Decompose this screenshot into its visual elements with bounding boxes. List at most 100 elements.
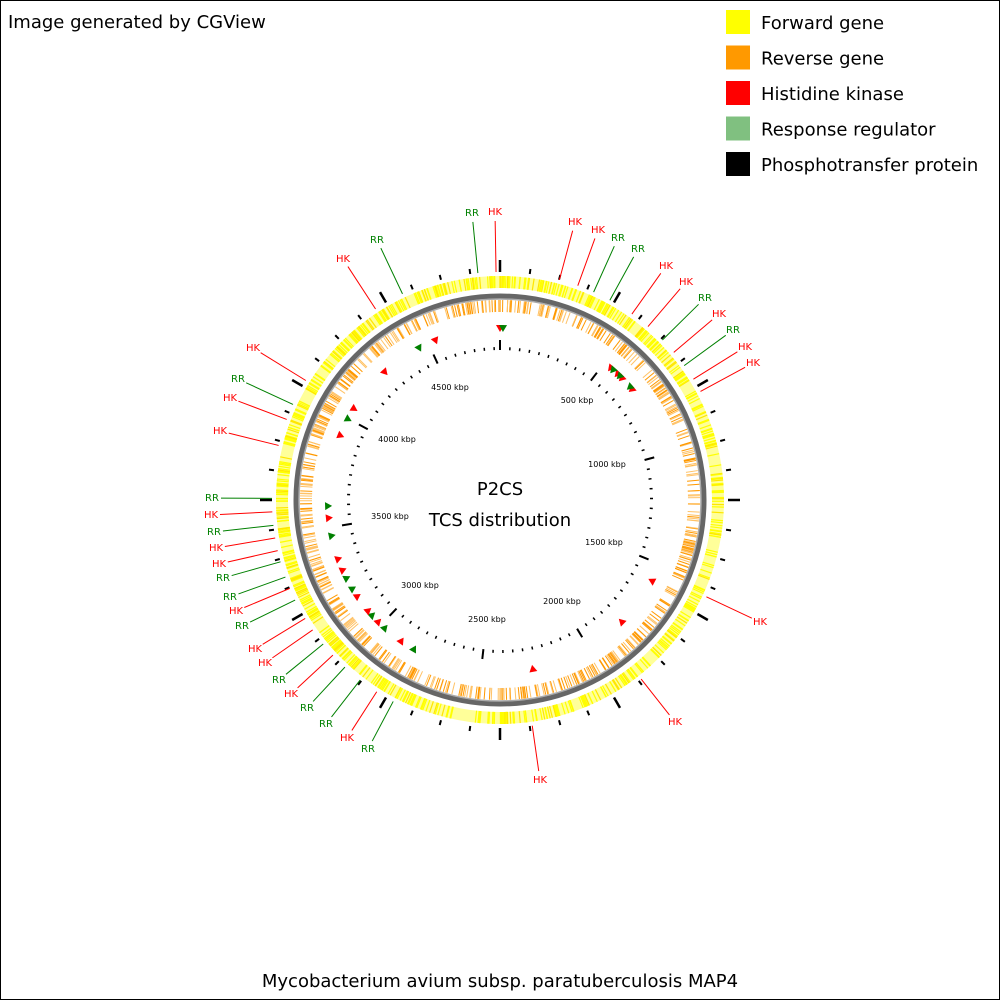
reverse-gene: [636, 362, 646, 372]
forward-gene: [561, 285, 567, 298]
forward-gene: [366, 319, 375, 330]
reverse-gene: [682, 453, 695, 457]
forward-gene: [518, 711, 521, 724]
forward-gene: [276, 482, 289, 485]
feature-label: HK: [204, 510, 219, 521]
forward-gene: [582, 694, 589, 707]
forward-gene: [524, 710, 528, 723]
forward-gene: [704, 442, 717, 448]
reverse-gene: [622, 348, 632, 359]
reverse-gene: [305, 543, 318, 548]
forward-gene: [276, 519, 290, 523]
scale-label: 2500 kbp: [468, 615, 506, 624]
reverse-gene: [684, 462, 697, 466]
outer-tick: [719, 558, 726, 562]
outer-tick: [284, 409, 290, 414]
feature-leader: [249, 599, 296, 623]
feature-label: RR: [631, 244, 645, 255]
reverse-gene: [346, 371, 356, 380]
forward-gene: [638, 330, 648, 341]
reverse-gene: [439, 679, 444, 691]
forward-gene: [618, 314, 627, 326]
tcs-marker: [529, 664, 538, 673]
forward-gene: [596, 300, 604, 313]
forward-gene: [578, 291, 584, 304]
reverse-gene: [639, 625, 650, 635]
reverse-gene: [324, 403, 336, 411]
forward-gene: [365, 320, 374, 331]
reverse-gene: [655, 605, 666, 613]
reverse-gene: [597, 328, 605, 340]
outer-tick: [357, 680, 362, 686]
forward-gene: [591, 690, 598, 703]
reverse-gene: [356, 631, 367, 641]
reverse-gene: [300, 507, 313, 510]
scale-tick: [629, 422, 633, 425]
forward-gene: [657, 350, 668, 360]
tcs-marker: [430, 336, 439, 345]
forward-gene: [636, 328, 646, 339]
forward-gene: [688, 397, 700, 405]
reverse-gene: [634, 631, 644, 641]
forward-gene: [410, 694, 417, 706]
reverse-gene: [678, 558, 691, 563]
reverse-gene: [380, 339, 389, 350]
outer-tick: [710, 586, 716, 591]
feature-label: RR: [300, 703, 314, 714]
forward-gene: [284, 436, 297, 441]
forward-gene: [684, 603, 696, 611]
reverse-gene: [371, 346, 380, 357]
forward-gene: [580, 695, 587, 708]
reverse-gene: [301, 525, 314, 529]
forward-gene: [575, 290, 582, 303]
reverse-gene: [337, 609, 349, 618]
reverse-gene: [391, 657, 399, 669]
forward-gene: [666, 629, 677, 639]
reverse-gene: [665, 406, 678, 413]
legend-label: Response regulator: [761, 120, 936, 141]
reverse-gene: [314, 569, 326, 576]
forward-gene: [666, 361, 677, 371]
forward-gene: [323, 361, 334, 370]
forward-gene: [465, 278, 469, 291]
forward-gene: [378, 311, 387, 322]
forward-gene: [286, 564, 299, 570]
forward-gene: [596, 300, 603, 312]
reverse-gene: [559, 310, 565, 322]
feature-label: HK: [209, 543, 224, 554]
forward-gene: [670, 366, 681, 375]
forward-gene: [558, 284, 563, 297]
reverse-gene: [353, 363, 363, 373]
forward-gene: [674, 372, 685, 381]
forward-gene: [581, 695, 588, 707]
forward-gene: [710, 523, 723, 527]
forward-gene: [276, 478, 289, 481]
reverse-gene: [558, 678, 563, 691]
reverse-gene: [362, 353, 372, 364]
reverse-gene: [538, 304, 543, 317]
reverse-gene: [475, 686, 478, 699]
forward-gene: [291, 416, 304, 422]
reverse-gene: [355, 629, 365, 639]
feature-leader: [640, 678, 670, 716]
reverse-gene: [687, 515, 700, 518]
outer-tick: [334, 334, 340, 340]
reverse-gene: [577, 671, 584, 683]
forward-gene: [295, 408, 307, 415]
forward-gene: [600, 303, 608, 315]
forward-gene: [297, 403, 309, 411]
reverse-gene: [517, 687, 520, 700]
forward-gene: [379, 310, 387, 322]
forward-gene: [538, 279, 542, 292]
forward-gene: [604, 683, 612, 695]
reverse-gene: [470, 302, 473, 315]
feature-leader: [238, 576, 286, 595]
reverse-gene: [323, 405, 335, 413]
outer-tick: [314, 357, 320, 362]
forward-gene: [698, 573, 711, 579]
forward-gene: [683, 605, 695, 613]
scale-tick: [375, 410, 379, 414]
outer-tick: [586, 284, 591, 290]
forward-gene: [447, 282, 452, 295]
reverse-gene: [392, 330, 400, 342]
